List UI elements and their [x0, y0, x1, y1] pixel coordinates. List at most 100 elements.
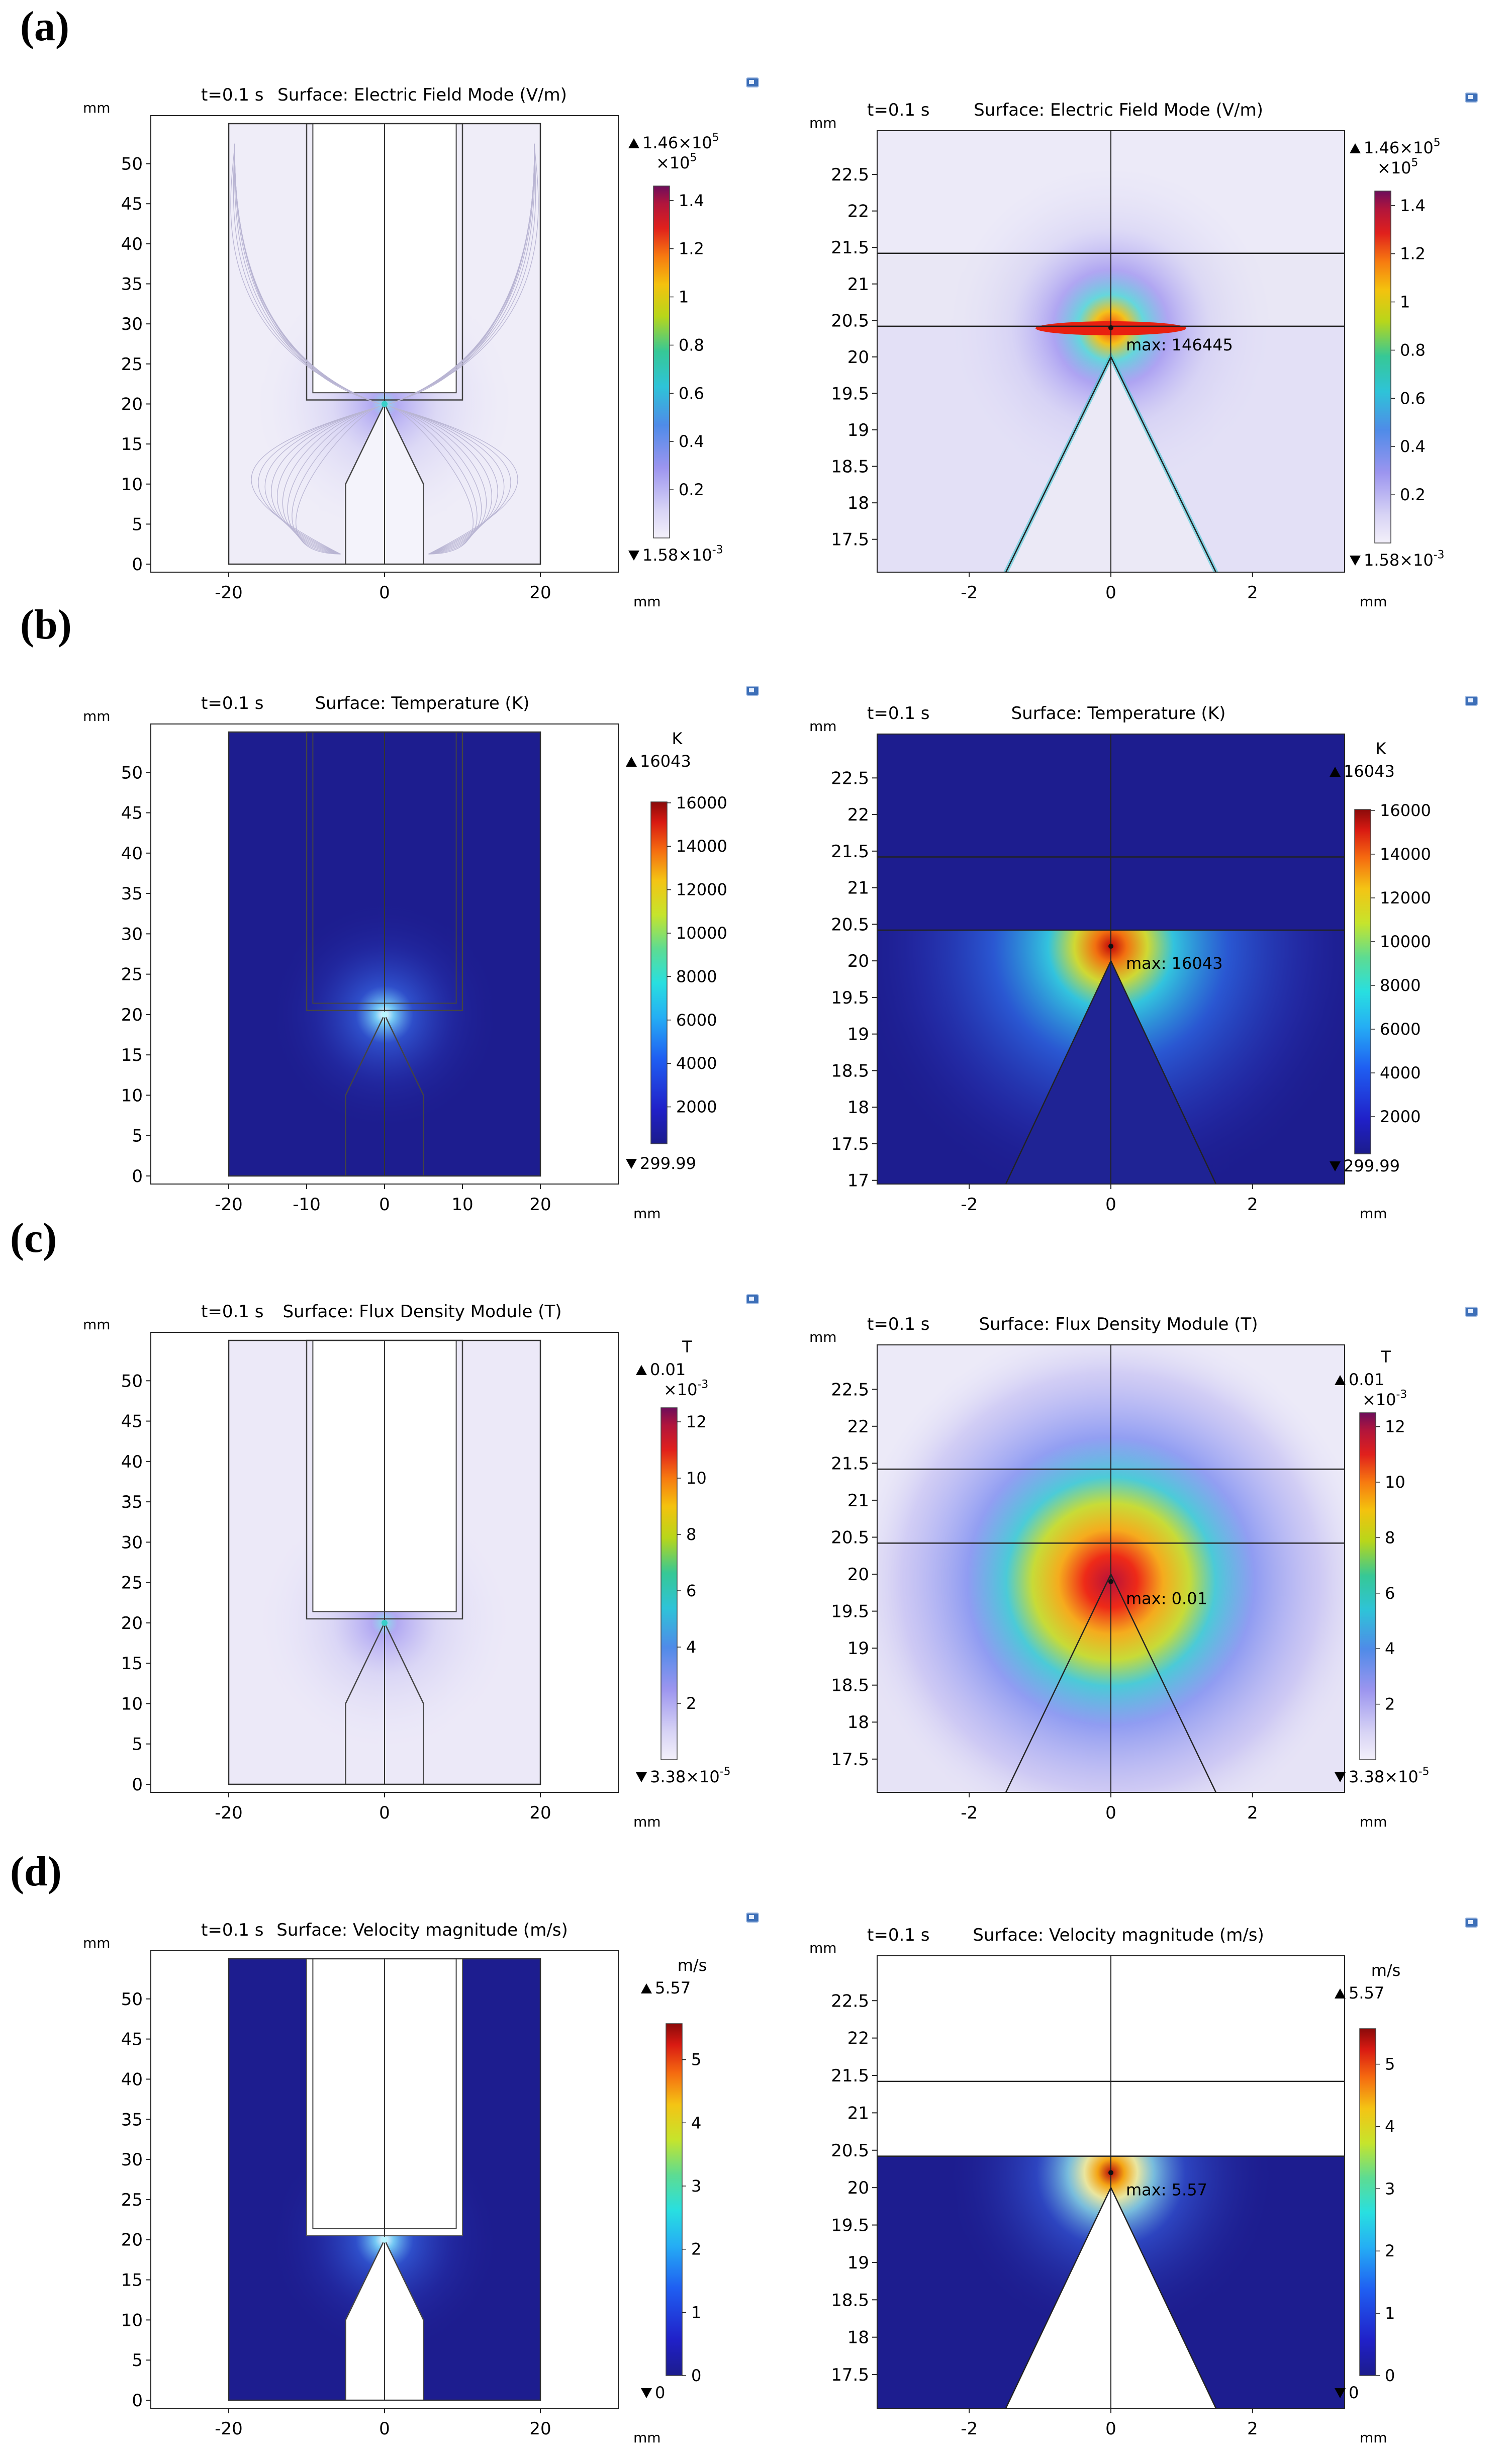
y-tick-label: 30: [121, 924, 143, 944]
y-tick-label: 17: [847, 1171, 869, 1191]
colorbar-tick-label: 16000: [1380, 801, 1431, 820]
x-tick-label: -2: [961, 583, 978, 603]
x-tick-label: 0: [1105, 583, 1116, 603]
colorbar-tick-label: 12: [686, 1412, 707, 1431]
colorbar-max-value: 1.46×105: [642, 132, 719, 152]
time-label: t=0.1 s: [201, 1302, 263, 1322]
colorbar-min-value: 1.58×10-3: [642, 544, 723, 565]
x-tick-label: 2: [1247, 1195, 1258, 1215]
colorbar-unit: K: [1376, 739, 1387, 758]
x-tick-label: -20: [215, 583, 243, 603]
colorbar-gradient: [1374, 191, 1391, 543]
colorbar-tick-label: 10000: [1380, 932, 1431, 951]
max-annotation: max: 146445: [1126, 335, 1233, 354]
field-lines: [230, 143, 539, 555]
y-tick-label: 21.5: [831, 842, 869, 862]
hotspot-marker: [382, 1011, 388, 1018]
x-tick-label: 20: [529, 583, 551, 603]
colorbar-tick-label: 0.2: [679, 480, 704, 499]
y-tick-label: 5: [132, 1126, 143, 1146]
x-tick-label: 10: [451, 1195, 473, 1215]
y-tick-label: 21.5: [831, 2066, 869, 2086]
panel-label: (b): [20, 601, 72, 648]
colorbar-unit: K: [672, 729, 683, 748]
colorbar-tick-label: 4000: [1380, 1063, 1421, 1082]
max-point: [1108, 2170, 1113, 2175]
y-tick-label: 45: [121, 1412, 143, 1432]
y-axis-unit: mm: [83, 1316, 111, 1333]
y-tick-label: 50: [121, 1989, 143, 2010]
colorbar-tick-label: 0: [691, 2366, 701, 2385]
colorbar-unit: m/s: [1371, 1961, 1401, 1980]
y-tick-label: 20.5: [831, 1527, 869, 1548]
colorbar-min-value: 3.38×10-5: [650, 1766, 730, 1786]
y-axis-unit: mm: [809, 115, 837, 131]
colorbar-gradient: [666, 2023, 683, 2376]
domain-border: [228, 1339, 541, 1785]
y-tick-label: 10: [121, 1085, 143, 1106]
colorbar-tick-label: 14000: [676, 837, 727, 856]
colorbar-tick-label: 5: [691, 2050, 701, 2069]
y-tick-label: 21: [847, 1491, 869, 1511]
plot-title: Surface: Temperature (K): [315, 693, 530, 713]
y-tick-label: 0: [132, 1775, 143, 1795]
colorbar-multiplier: ×10-3: [1362, 1389, 1407, 1409]
y-tick-label: 0: [132, 555, 143, 575]
y-tick-label: 20.5: [831, 2141, 869, 2161]
colorbar-max-marker: [641, 1983, 652, 1993]
y-tick-label: 15: [121, 2271, 143, 2291]
colorbar-min-marker: [1350, 556, 1361, 566]
colorbar-gradient: [653, 186, 670, 538]
colorbar-tick-label: 1.2: [679, 239, 704, 258]
y-tick-label: 18.5: [831, 2290, 869, 2310]
y-tick-label: 22.5: [831, 768, 869, 788]
y-tick-label: 35: [121, 275, 143, 295]
colorbar-tick-label: 8000: [1380, 976, 1421, 995]
x-axis-unit: mm: [1360, 1205, 1387, 1222]
y-tick-label: 45: [121, 803, 143, 824]
x-tick-label: 0: [1105, 2419, 1116, 2439]
domain-border: [228, 1958, 541, 2401]
y-tick-label: 21: [847, 2103, 869, 2123]
y-axis-unit: mm: [809, 1940, 837, 1956]
colorbar-tick-label: 2: [691, 2240, 701, 2259]
x-axis-unit: mm: [633, 1205, 661, 1222]
colorbar-tick-label: 0.4: [1400, 437, 1426, 456]
colorbar-tick-label: 6000: [676, 1011, 717, 1030]
y-tick-label: 20: [121, 394, 143, 414]
colorbar-tick-label: 3: [1385, 2179, 1395, 2198]
y-tick-label: 20: [847, 951, 869, 971]
max-annotation: max: 0.01: [1126, 1589, 1207, 1608]
y-tick-label: 19: [847, 1639, 869, 1659]
y-tick-label: 40: [121, 844, 143, 864]
y-axis-unit: mm: [83, 1935, 111, 1951]
colorbar-tick-label: 12: [1385, 1417, 1405, 1436]
colorbar-max-marker: [626, 757, 637, 767]
y-tick-label: 35: [121, 2110, 143, 2130]
y-tick-label: 18: [847, 1712, 869, 1733]
colorbar-min-value: 3.38×10-5: [1349, 1766, 1429, 1786]
plot-title: Surface: Electric Field Mode (V/m): [974, 100, 1263, 120]
colorbar-max-value: 0.01: [1349, 1370, 1384, 1389]
y-tick-label: 20: [847, 2178, 869, 2198]
x-tick-label: -10: [293, 1195, 321, 1215]
colorbar-tick-label: 1: [679, 288, 689, 307]
colorbar-tick-label: 3: [691, 2176, 701, 2196]
x-tick-label: -2: [961, 2419, 978, 2439]
colorbar-tick-label: 2: [1385, 1695, 1395, 1714]
time-label: t=0.1 s: [201, 1920, 263, 1940]
y-tick-label: 20: [121, 1005, 143, 1025]
y-tick-label: 20: [121, 2230, 143, 2250]
y-tick-label: 18: [847, 2328, 869, 2348]
colorbar-tick-label: 4: [691, 2113, 701, 2132]
y-tick-label: 5: [132, 2350, 143, 2371]
y-tick-label: 40: [121, 1452, 143, 1472]
panel-label: (a): [20, 3, 69, 50]
x-tick-label: 0: [379, 2419, 390, 2439]
x-tick-label: -2: [961, 1195, 978, 1215]
colorbar-max-marker: [1335, 1988, 1346, 1999]
left-plot: [228, 123, 541, 565]
y-tick-label: 10: [121, 1694, 143, 1714]
colorbar-tick-label: 4: [1385, 2117, 1395, 2136]
comsol-logo-icon: [746, 686, 759, 696]
